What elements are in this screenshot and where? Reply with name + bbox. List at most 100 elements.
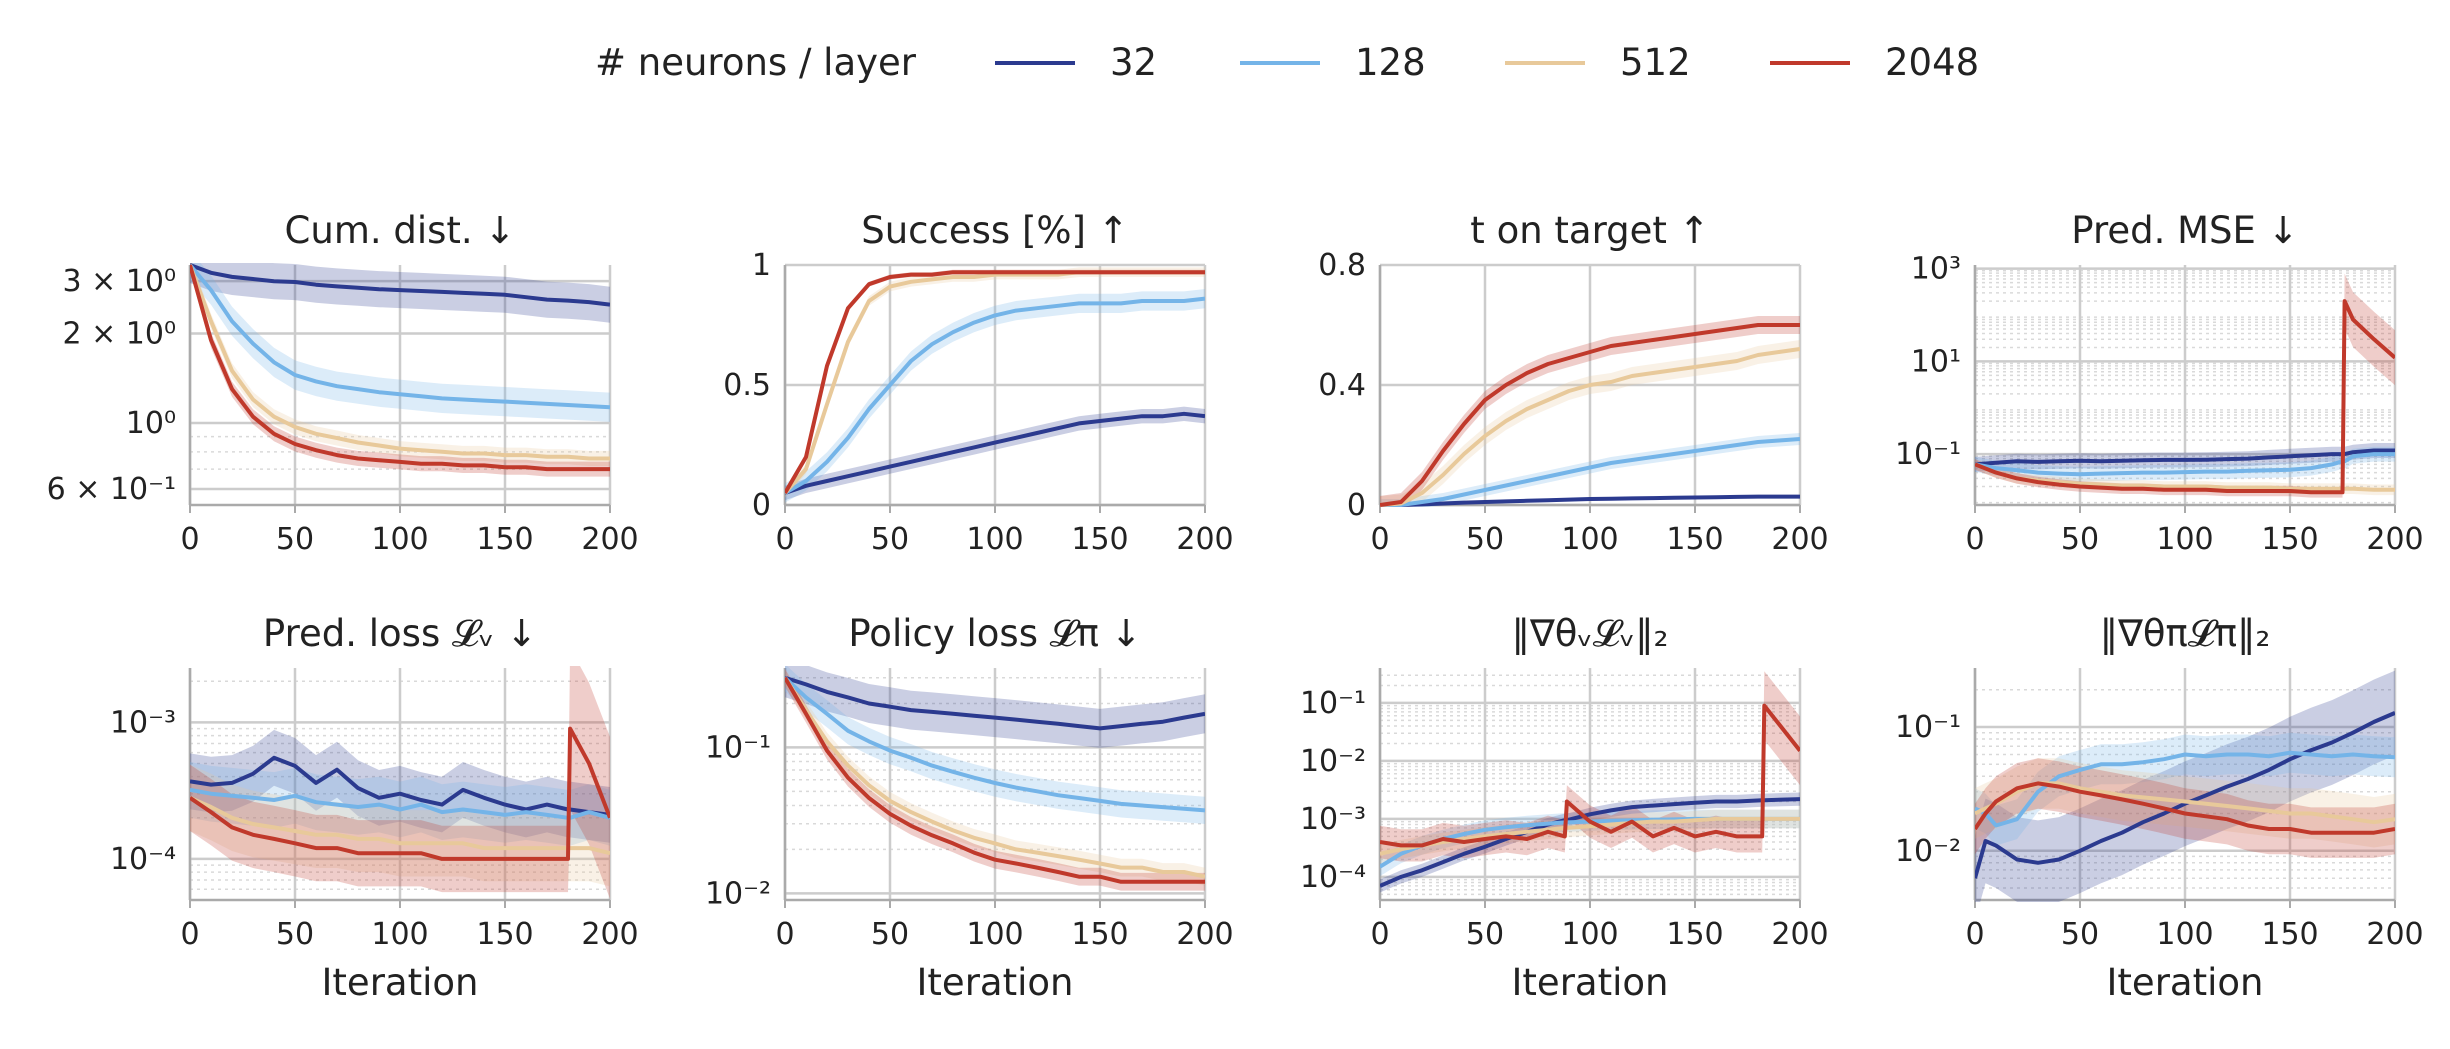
series-band-128: [785, 289, 1205, 503]
plot-area: [1380, 671, 1800, 893]
x-tick-label: 150: [476, 522, 533, 557]
y-tick-label: 0: [1347, 488, 1366, 523]
x-tick-label: 200: [2366, 917, 2423, 952]
series-line-2048: [190, 264, 610, 472]
series-band-2048: [190, 666, 610, 899]
plot-area: [785, 267, 1205, 503]
panel-4: 10³ 10¹ 10⁻¹ 0 50 100 150 200 Pred. MSE ↓: [1895, 209, 2424, 557]
series-line-32: [190, 263, 610, 307]
x-tick-label: 50: [871, 917, 909, 952]
x-tick-label: 150: [1666, 522, 1723, 557]
panel-3: 0 0.4 0.8 0 50 100 150 200 t on target ↑: [1318, 209, 1828, 557]
series-line-2048: [1380, 323, 1800, 507]
plot-area: [1380, 316, 1800, 507]
series-band-32: [190, 263, 610, 323]
y-tick-label: 10⁰: [126, 406, 176, 441]
y-tick-label: 1: [752, 248, 771, 283]
x-axis-label: Iteration: [1512, 961, 1669, 1004]
panel-title: ‖∇θᵥ𝓛ᵥ‖₂: [1512, 612, 1669, 655]
y-tick-label: 2 × 10⁰: [63, 317, 177, 352]
series-band-512: [190, 764, 610, 887]
y-tick-label: 10⁻²: [705, 876, 771, 911]
x-tick-label: 100: [2156, 522, 2213, 557]
y-tick-label: 0.4: [1318, 368, 1366, 403]
y-tick-label: 0.8: [1318, 248, 1366, 283]
x-axis-label: Iteration: [917, 961, 1074, 1004]
plot-area: [190, 263, 610, 477]
series-band-32: [1975, 670, 2395, 902]
x-tick-label: 100: [1561, 522, 1618, 557]
series-line-32: [1380, 797, 1800, 888]
x-tick-label: 50: [871, 522, 909, 557]
y-tick-label: 10⁻¹: [705, 730, 771, 765]
panel-title: Cum. dist. ↓: [285, 209, 516, 252]
legend-label-512: 512: [1620, 41, 1691, 84]
y-tick-label: 10⁻³: [1300, 802, 1366, 837]
y-tick-label: 10⁻¹: [1895, 437, 1961, 472]
series-band-2048: [1975, 273, 2395, 498]
y-tick-label: 10⁻¹: [1895, 710, 1961, 745]
x-tick-label: 150: [2261, 522, 2318, 557]
series-line-512: [190, 264, 610, 461]
x-tick-label: 0: [775, 917, 794, 952]
x-tick-label: 200: [2366, 522, 2423, 557]
x-axis-label: Iteration: [322, 961, 479, 1004]
series-line-2048: [785, 676, 1205, 884]
x-tick-label: 50: [276, 917, 314, 952]
series-line-128: [785, 296, 1205, 495]
panel-8: 10⁻¹ 10⁻² 0 50 100 150 200 ‖∇θπ𝓛π‖₂ Iteration: [1895, 612, 2424, 1004]
series-band-512: [1380, 809, 1800, 864]
y-tick-label: 10¹: [1911, 344, 1961, 379]
x-tick-label: 0: [1965, 917, 1984, 952]
series-line-32: [785, 675, 1205, 731]
series-line-32: [1380, 494, 1800, 507]
x-tick-label: 0: [775, 522, 794, 557]
panel-title: Policy loss 𝓛π ↓: [848, 612, 1141, 655]
legend-entries: 32 128 512 2048: [995, 41, 1979, 84]
y-tick-label: 10⁻⁴: [1300, 860, 1366, 895]
x-tick-label: 100: [1561, 917, 1618, 952]
x-tick-label: 50: [1466, 522, 1504, 557]
panel-title: Pred. MSE ↓: [2071, 209, 2298, 252]
x-tick-label: 50: [2061, 522, 2099, 557]
x-tick-label: 200: [1176, 917, 1233, 952]
series-line-128: [190, 787, 610, 820]
series-band-128: [190, 263, 610, 422]
x-tick-label: 0: [180, 522, 199, 557]
y-tick-label: 0.5: [723, 368, 771, 403]
x-tick-label: 50: [276, 522, 314, 557]
y-tick-label: 10⁻⁴: [110, 842, 176, 877]
series-line-128: [1975, 750, 2395, 828]
x-tick-label: 200: [581, 522, 638, 557]
panel-1: 3 × 10⁰ 2 × 10⁰ 10⁰ 6 × 10⁻¹0 50 100 150 200 Cum…: [47, 209, 639, 557]
y-tick-label: 3 × 10⁰: [63, 264, 177, 299]
panel-title: t on target ↑: [1470, 209, 1709, 252]
series-line-2048: [190, 726, 610, 861]
x-tick-label: 100: [371, 917, 428, 952]
y-tick-label: 10⁻¹: [1300, 686, 1366, 721]
series-line-32: [1975, 711, 2395, 879]
plot-area: [785, 666, 1205, 891]
x-tick-label: 200: [1771, 917, 1828, 952]
panel-6: 10⁻¹ 10⁻²0 50 100 150 200 Policy loss 𝓛π ↓ Iter…: [705, 612, 1234, 1004]
plot-area: [190, 666, 610, 899]
series-band-2048: [1380, 316, 1800, 507]
series-line-2048: [1975, 299, 2395, 495]
series-line-128: [785, 676, 1205, 813]
series-line-32: [785, 411, 1205, 495]
x-tick-label: 0: [1370, 522, 1389, 557]
y-tick-label: 10⁻³: [110, 705, 176, 740]
series-line-2048: [785, 270, 1205, 495]
x-tick-label: 150: [1071, 522, 1128, 557]
x-tick-label: 100: [966, 522, 1023, 557]
panel-title: ‖∇θπ𝓛π‖₂: [2100, 612, 2271, 655]
x-tick-label: 100: [2156, 917, 2213, 952]
legend-label-2048: 2048: [1885, 41, 1979, 84]
series-line-2048: [1975, 781, 2395, 835]
x-tick-label: 150: [1666, 917, 1723, 952]
x-axis-label: Iteration: [2107, 961, 2264, 1004]
x-tick-label: 200: [581, 917, 638, 952]
y-tick-label: 10⁻²: [1300, 744, 1366, 779]
series-band-128: [190, 762, 610, 846]
